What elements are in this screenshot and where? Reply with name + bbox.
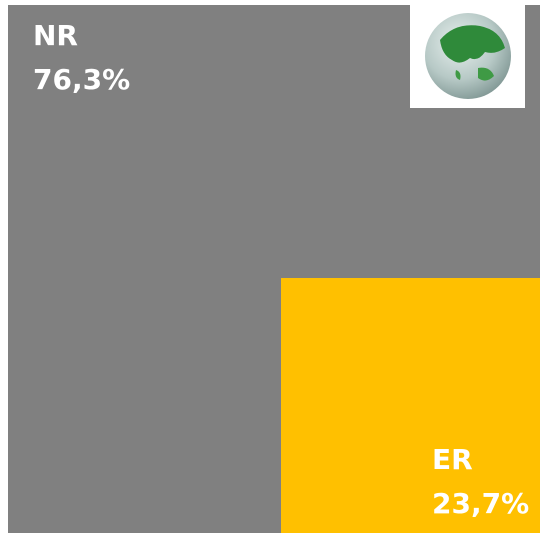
category-label: ER [432, 443, 473, 476]
category-label: NR [33, 19, 78, 52]
chart: NR 76,3% ER 23,7% [0, 0, 543, 533]
value-label: 23,7% [432, 487, 529, 520]
value-label: 76,3% [33, 63, 130, 96]
globe-icon [410, 5, 525, 108]
